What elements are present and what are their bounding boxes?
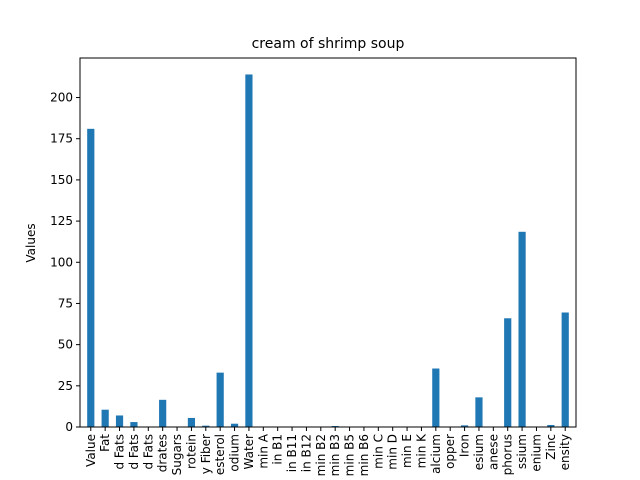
- x-tick-label: y Fiber: [199, 434, 213, 474]
- chart-title: cream of shrimp soup: [252, 36, 405, 52]
- bar: [130, 422, 138, 427]
- bar: [518, 231, 526, 427]
- x-tick-label: min C: [371, 434, 385, 469]
- y-axis-ticks: 0 25 50 75 100 125 150 175 200: [50, 91, 80, 434]
- bars-group: [87, 74, 569, 427]
- y-tick-label: 100: [50, 255, 73, 269]
- bar: [460, 425, 469, 427]
- bar: [115, 415, 124, 427]
- bar: [216, 372, 224, 427]
- bar: [547, 425, 555, 427]
- x-axis-ticks: Value Fat d Fats d Fats d Fats drates Sugars ro…: [84, 427, 572, 476]
- bar: [101, 409, 109, 427]
- x-tick-label: Zinc: [544, 434, 558, 460]
- bar: [187, 417, 196, 427]
- y-tick-label: 75: [58, 296, 73, 310]
- x-tick-label: d Fats: [113, 434, 127, 470]
- x-tick-label: min A: [256, 433, 270, 468]
- bar: [159, 399, 167, 427]
- x-tick-label: Fat: [98, 434, 112, 452]
- x-tick-label: min D: [386, 434, 400, 470]
- y-tick-label: 175: [50, 132, 73, 146]
- bar: [504, 318, 512, 427]
- x-tick-label: d Fats: [141, 434, 155, 470]
- x-tick-label: anese: [486, 434, 500, 470]
- x-tick-label: d Fats: [127, 434, 141, 470]
- x-tick-label: esium: [472, 434, 486, 470]
- x-tick-label: min B3: [328, 434, 342, 476]
- x-tick-label: ssium: [515, 434, 529, 469]
- x-tick-label: min B5: [343, 434, 357, 476]
- x-tick-label: in B11: [285, 434, 299, 472]
- x-tick-label: phorus: [501, 434, 515, 475]
- y-tick-label: 50: [58, 338, 73, 352]
- x-tick-label: drates: [156, 434, 170, 472]
- x-tick-label: Sugars: [170, 434, 184, 475]
- x-tick-label: min B2: [314, 434, 328, 476]
- bar: [432, 368, 440, 427]
- x-tick-label: ensity: [558, 434, 572, 470]
- x-tick-label: in B1: [271, 434, 285, 465]
- y-tick-label: 25: [58, 379, 73, 393]
- x-tick-label: rotein: [184, 434, 198, 469]
- x-tick-label: odium: [228, 434, 242, 472]
- x-tick-label: opper: [443, 434, 457, 469]
- bar: [87, 128, 95, 427]
- x-tick-label: Iron: [458, 434, 472, 457]
- y-tick-label: 125: [50, 214, 73, 228]
- x-tick-label: in B12: [299, 434, 313, 472]
- x-tick-label: min E: [400, 434, 414, 468]
- x-tick-label: Water: [242, 434, 256, 470]
- x-tick-label: esterol: [213, 434, 227, 475]
- bar: [230, 423, 239, 427]
- y-axis-label: Values: [24, 223, 38, 262]
- y-tick-label: 0: [65, 420, 73, 434]
- bar: [561, 312, 569, 427]
- x-tick-label: Value: [84, 434, 98, 467]
- x-tick-label: min K: [414, 433, 428, 468]
- x-tick-label: min B6: [357, 434, 371, 476]
- plot-frame: [79, 57, 577, 428]
- bar: [475, 397, 483, 427]
- y-tick-label: 150: [50, 173, 73, 187]
- x-tick-label: alcium: [429, 434, 443, 474]
- bar: [245, 74, 253, 427]
- x-tick-label: enium: [529, 434, 543, 472]
- y-tick-label: 200: [50, 91, 73, 105]
- bar: [202, 425, 210, 427]
